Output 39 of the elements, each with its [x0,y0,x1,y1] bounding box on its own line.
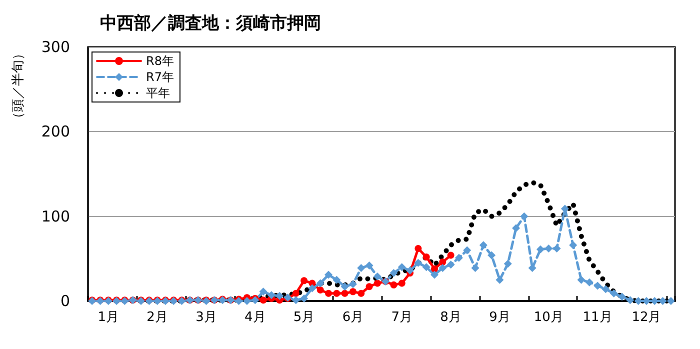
point [374,280,381,287]
y-tick-label: 200 [41,122,70,141]
x-tick-label: 6月 [342,310,364,325]
point [390,281,398,288]
chart-title: 中西部／調査地：須崎市押岡 [100,14,321,34]
x-tick-label: 11月 [582,310,612,325]
point [358,290,365,297]
legend-label: R7年 [146,70,174,84]
point [316,286,324,294]
point [422,253,430,260]
x-tick-label: 9月 [489,310,510,325]
legend-label: R8年 [146,54,174,68]
y-tick-label: 0 [60,292,70,310]
x-tick-label: 5月 [293,310,315,325]
x-tick-label: 10月 [534,310,564,325]
legend-label: 平年 [146,86,170,100]
point [325,290,332,297]
point [300,277,308,284]
point [431,265,438,272]
point [366,283,373,290]
point [349,288,356,296]
x-tick-label: 1月 [98,310,120,325]
point [439,258,446,266]
point [398,280,406,287]
point [260,296,267,304]
x-tick-label: 8月 [440,310,462,325]
x-tick-label: 3月 [196,310,217,325]
y-tick-label: 100 [41,207,70,226]
point [414,245,422,252]
x-tick-label: 4月 [244,310,266,325]
y-tick-label: 300 [41,38,70,56]
point [292,290,300,297]
point [333,290,340,297]
point [447,252,454,259]
x-tick-label: 7月 [391,310,413,325]
y-axis-title: （頭／半旬） [11,47,26,125]
x-tick-label: 2月 [146,310,168,325]
point [341,290,348,297]
x-tick-label: 12月 [632,310,662,325]
